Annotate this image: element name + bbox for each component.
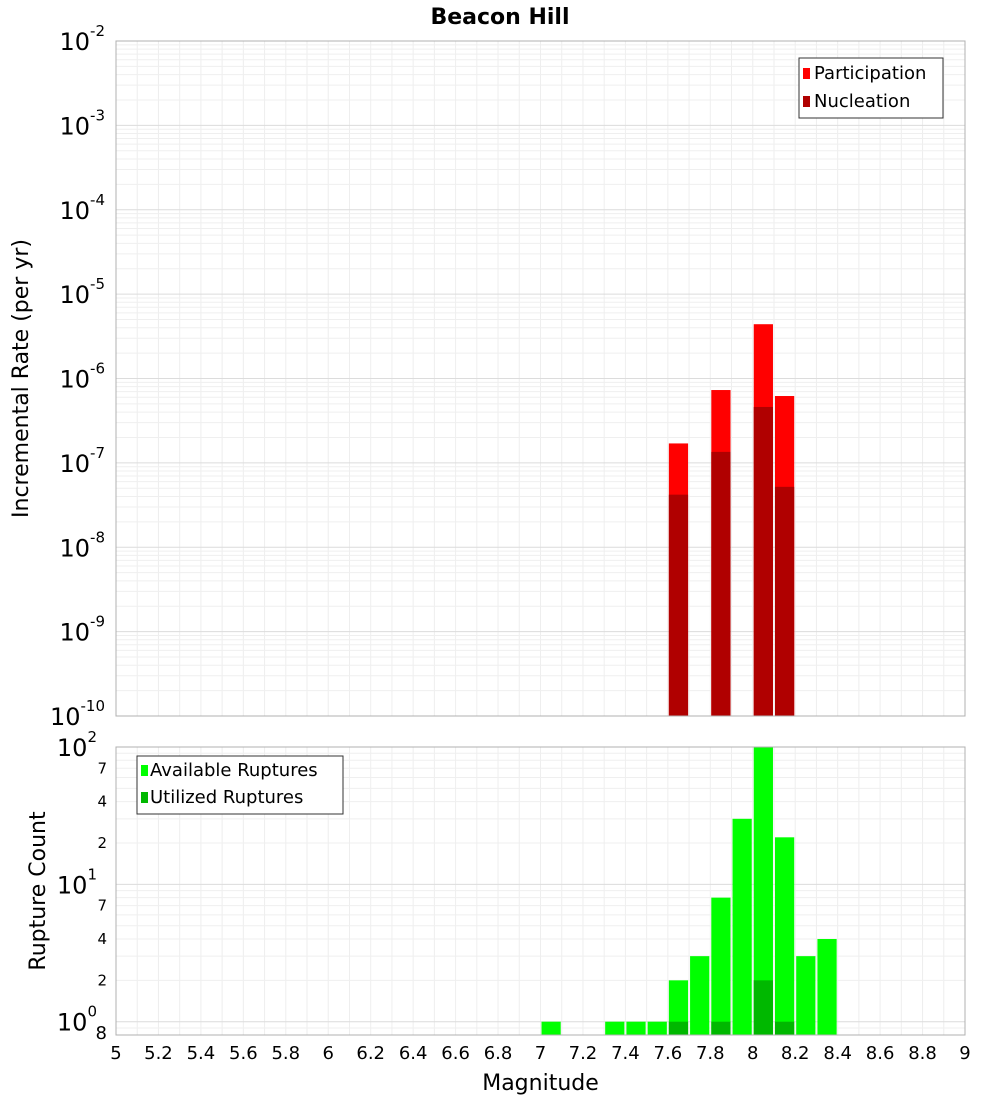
bar-available-ruptures: [605, 1021, 625, 1035]
x-axis-ticks: 5 5.2 5.4 5.6 5.8 6 6.2 6.4 6.6 6.8 7 7.2 7.4 7.6 7.8 8…: [110, 1043, 970, 1064]
top-plot-grid: [115, 41, 966, 717]
x-tick-label: 5.6: [229, 1043, 258, 1064]
x-tick-label: 5.8: [271, 1043, 300, 1064]
legend-label: Nucleation: [814, 91, 910, 112]
bottom-plot-bars: [541, 747, 837, 1035]
x-tick-label: 8.2: [781, 1043, 810, 1064]
top-y-tick-label: 10-8: [59, 528, 105, 562]
legend-swatch: [141, 792, 148, 803]
top-plot-frame: [115, 40, 966, 717]
top-y-axis-ticks: 10-10 10-9 10-8 10-7 10-6 10-5 10-4 10-3 10-2: [50, 22, 105, 731]
x-tick-label: 5.4: [187, 1043, 216, 1064]
legend-swatch: [141, 765, 148, 776]
bar-available-ruptures: [817, 939, 837, 1035]
x-tick-label: 6.2: [356, 1043, 385, 1064]
chart-title: Beacon Hill: [430, 5, 569, 30]
x-tick-label: 7.6: [654, 1043, 683, 1064]
bottom-legend-box: [136, 755, 344, 815]
x-tick-label: 8.4: [823, 1043, 852, 1064]
bar-utilized-ruptures: [668, 1021, 689, 1035]
x-tick-label: 9: [959, 1043, 970, 1064]
top-y-tick-label: 10-9: [59, 613, 105, 647]
bar-available-ruptures: [690, 956, 710, 1035]
x-tick-label: 6: [323, 1043, 334, 1064]
bar-nucleation: [753, 406, 773, 716]
x-tick-label: 7.4: [611, 1043, 640, 1064]
bottom-y-minor-tick-label: 2: [97, 971, 107, 989]
bar-utilized-ruptures: [753, 980, 773, 1035]
bar-available-ruptures: [753, 747, 773, 1035]
bottom-y-tick-label: 102: [57, 728, 97, 762]
bottom-y-minor-tick-label: 2: [97, 834, 107, 852]
bottom-y-axis-ticks: 100 101 102 8 2 4 7 2 4 7: [57, 728, 107, 1044]
top-legend: Participation Nucleation: [798, 57, 944, 119]
bar-available-ruptures: [668, 980, 689, 1035]
bottom-y-minor-tick-label: 8: [96, 1023, 107, 1044]
top-y-tick-label: 10-2: [59, 22, 105, 56]
top-y-tick-label: 10-5: [59, 275, 105, 309]
top-y-tick-label: 10-3: [59, 106, 105, 140]
legend-label: Utilized Ruptures: [150, 787, 303, 808]
x-tick-label: 7.8: [696, 1043, 725, 1064]
x-tick-label: 6.4: [399, 1043, 428, 1064]
x-tick-label: 7.2: [569, 1043, 598, 1064]
top-y-tick-label: 10-6: [59, 360, 105, 394]
x-tick-label: 8: [747, 1043, 758, 1064]
legend-label: Available Ruptures: [150, 760, 318, 781]
x-tick-label: 5: [110, 1043, 121, 1064]
x-tick-label: 8.6: [866, 1043, 895, 1064]
bottom-y-tick-label: 100: [57, 1003, 97, 1037]
top-y-tick-label: 10-7: [59, 444, 105, 478]
top-legend-box: [798, 57, 944, 119]
top-y-axis-label: Incremental Rate (per yr): [9, 239, 34, 518]
bar-available-ruptures: [711, 897, 731, 1035]
bottom-plot-frame: [115, 746, 966, 1036]
bar-available-ruptures: [541, 1021, 561, 1035]
x-tick-label: 6.6: [441, 1043, 470, 1064]
bottom-y-minor-tick-label: 7: [97, 897, 107, 915]
bottom-y-axis-label: Rupture Count: [26, 811, 51, 971]
top-y-tick-label: 10-10: [50, 697, 105, 731]
bar-nucleation: [668, 494, 689, 716]
bar-available-ruptures: [796, 956, 816, 1035]
bar-utilized-ruptures: [711, 1021, 731, 1035]
top-y-tick-label: 10-4: [59, 191, 105, 225]
bottom-y-minor-tick-label: 4: [97, 930, 107, 948]
bar-available-ruptures: [774, 837, 795, 1035]
bar-available-ruptures: [732, 818, 752, 1035]
bottom-y-minor-tick-label: 7: [97, 759, 107, 777]
bottom-legend: Available Ruptures Utilized Ruptures: [136, 755, 344, 815]
bar-utilized-ruptures: [774, 1021, 795, 1035]
x-tick-label: 8.8: [908, 1043, 937, 1064]
legend-label: Participation: [814, 63, 926, 84]
bottom-y-minor-tick-label: 4: [97, 793, 107, 811]
bar-available-ruptures: [647, 1021, 667, 1035]
x-axis-label: Magnitude: [482, 1071, 599, 1096]
x-tick-label: 6.8: [484, 1043, 513, 1064]
bar-nucleation: [711, 451, 731, 716]
legend-swatch: [803, 96, 810, 107]
top-plot-bars: [668, 324, 795, 716]
bottom-y-tick-label: 101: [57, 865, 97, 899]
x-tick-label: 5.2: [144, 1043, 173, 1064]
x-tick-label: 7: [535, 1043, 546, 1064]
bar-nucleation: [774, 486, 795, 716]
bar-available-ruptures: [626, 1021, 646, 1035]
legend-swatch: [803, 68, 810, 79]
